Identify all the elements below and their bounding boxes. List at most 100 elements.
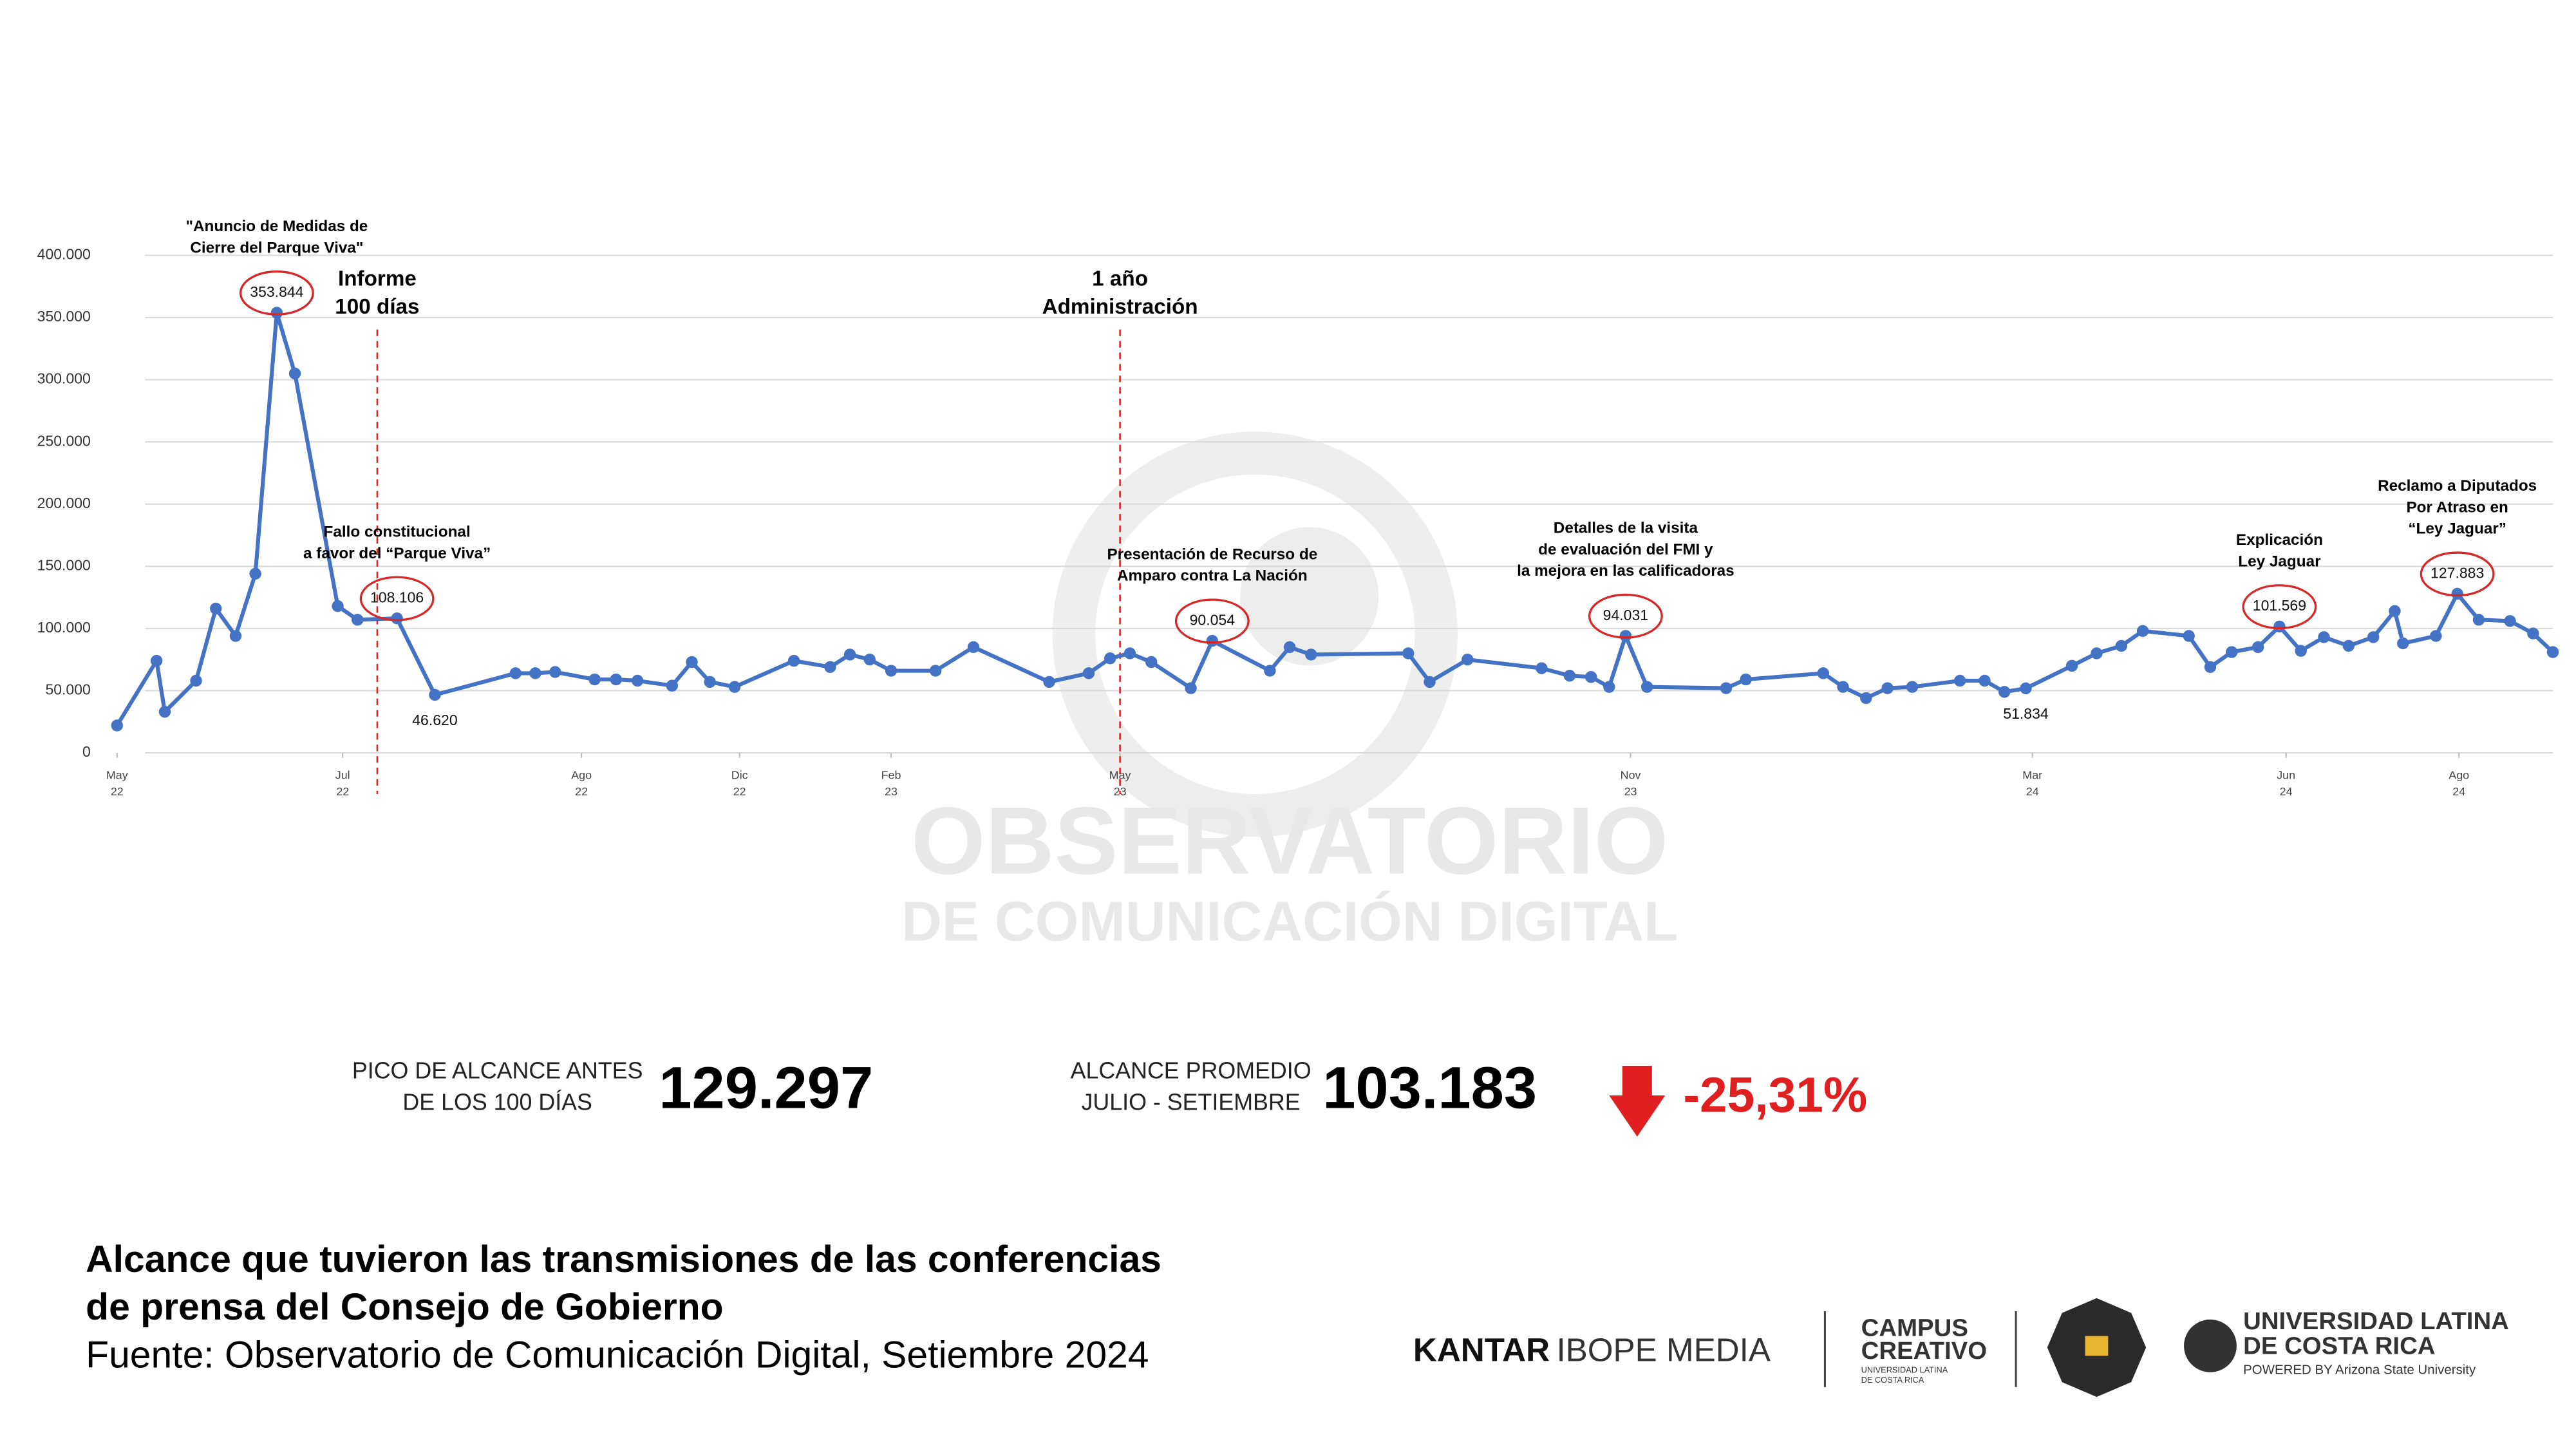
stat-label: PICO DE ALCANCE ANTES <box>352 1058 643 1084</box>
data-point <box>1906 681 1919 693</box>
footer: Alcance que tuvieron las transmisiones d… <box>86 1238 2509 1397</box>
data-point <box>2273 620 2286 633</box>
stats: PICO DE ALCANCE ANTES DE LOS 100 DÍAS 12… <box>352 1054 1867 1137</box>
event-label: Informe <box>338 267 417 291</box>
watermark-text: DE COMUNICACIÓN DIGITAL <box>901 891 1678 953</box>
x-tick-label: Mar <box>2022 769 2042 782</box>
data-point <box>288 367 301 380</box>
data-point <box>2252 641 2264 654</box>
data-point <box>1953 674 1966 687</box>
annotation: de evaluación del FMI y <box>1538 541 1713 558</box>
y-tick-label: 300.000 <box>37 370 91 387</box>
data-point <box>1264 665 1276 677</box>
value-label: 353.844 <box>250 283 303 300</box>
data-point <box>929 665 942 677</box>
x-tick-label: 22 <box>733 785 746 798</box>
data-point <box>1584 670 1597 683</box>
value-label: 51.834 <box>2003 705 2049 722</box>
data-point <box>2136 625 2149 637</box>
data-point <box>1305 649 1317 661</box>
data-point <box>1619 630 1632 642</box>
data-point <box>666 679 679 692</box>
data-point <box>2115 639 2128 652</box>
logo-ulatina: UNIVERSIDAD LATINA <box>2243 1307 2509 1335</box>
label-circle <box>1588 593 1663 639</box>
x-tick-label: 24 <box>2026 785 2039 798</box>
event-label: 100 días <box>335 295 419 319</box>
data-point <box>863 653 876 666</box>
annotation: Por Atraso en <box>2406 498 2508 516</box>
annotation: a favor del “Parque Viva” <box>303 545 491 562</box>
stat-label: JULIO - SETIEMBRE <box>1082 1089 1301 1115</box>
data-point <box>249 567 261 580</box>
data-point <box>2342 639 2355 652</box>
data-point <box>787 654 800 667</box>
watermark-ring <box>1052 431 1458 837</box>
data-point <box>1402 647 1415 659</box>
data-point <box>704 676 716 688</box>
x-tick-label: Feb <box>881 769 901 782</box>
data-point <box>2451 587 2463 600</box>
y-tick-label: 200.000 <box>37 495 91 511</box>
annotation: Cierre del Parque Viva" <box>190 239 363 256</box>
y-tick-label: 50.000 <box>45 681 90 698</box>
data-point <box>2472 614 2485 626</box>
data-point <box>1206 634 1219 647</box>
x-tick-label: Dic <box>731 769 748 782</box>
data-point <box>1283 641 1296 654</box>
x-tick-label: Jun <box>2277 769 2295 782</box>
data-point <box>588 673 601 686</box>
stat-value: 129.297 <box>659 1054 873 1121</box>
data-point <box>1536 662 1548 674</box>
x-tick-label: Ago <box>571 769 592 782</box>
value-label: 94.031 <box>1603 607 1648 623</box>
value-label: 101.569 <box>2253 597 2306 614</box>
footer-source: Fuente: Observatorio de Comunicación Dig… <box>86 1334 1149 1376</box>
data-point <box>2527 627 2539 639</box>
data-point <box>2183 630 2195 642</box>
data-point <box>549 666 561 678</box>
x-tick-label: May <box>106 769 128 782</box>
data-point <box>1185 682 1197 694</box>
x-tick-label: 22 <box>336 785 349 798</box>
data-point <box>686 656 698 668</box>
data-point <box>2204 661 2217 673</box>
value-label: 46.620 <box>412 712 457 728</box>
y-tick-label: 0 <box>82 743 91 760</box>
data-point <box>1998 686 2011 698</box>
event-label: Administración <box>1042 295 1198 319</box>
annotation: Reclamo a Diputados <box>2378 477 2537 495</box>
y-tick-label: 350.000 <box>37 308 91 325</box>
event-label: 1 año <box>1092 267 1148 291</box>
annotation: “Ley Jaguar” <box>2408 520 2506 538</box>
logo-globe <box>2184 1319 2237 1372</box>
x-tick-label: 22 <box>111 785 124 798</box>
data-point <box>229 630 242 642</box>
logo-campus: CAMPUS <box>1861 1314 1968 1341</box>
label-circle <box>359 576 435 621</box>
annotation: Amparo contra La Nación <box>1117 567 1308 585</box>
data-point <box>1462 653 1474 666</box>
y-tick-label: 100.000 <box>37 619 91 636</box>
annotation: Detalles de la visita <box>1554 520 1698 537</box>
data-point <box>509 667 522 679</box>
data-point <box>332 600 344 612</box>
label-circle <box>1174 598 1250 644</box>
annotation: Ley Jaguar <box>2238 553 2321 571</box>
data-point <box>2091 647 2103 659</box>
data-point <box>610 673 623 686</box>
value-label: 108.106 <box>370 589 424 606</box>
data-point <box>1740 673 1752 686</box>
data-point <box>1145 656 1158 668</box>
data-point <box>2546 646 2559 658</box>
data-point <box>843 649 856 661</box>
logo-campus: CREATIVO <box>1861 1337 1987 1365</box>
logo-campus-sub: DE COSTA RICA <box>1861 1375 1924 1385</box>
label-circle <box>2242 584 2317 630</box>
data-point <box>1123 647 1136 659</box>
data-point <box>631 674 644 687</box>
data-point <box>885 665 898 677</box>
data-point <box>1563 670 1576 682</box>
